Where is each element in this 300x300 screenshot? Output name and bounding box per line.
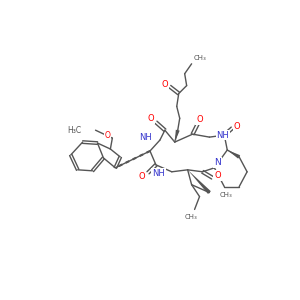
- Text: O: O: [234, 122, 241, 131]
- Text: CH₃: CH₃: [184, 214, 197, 220]
- Text: NH: NH: [216, 130, 229, 140]
- Text: O: O: [148, 114, 154, 123]
- Text: O: O: [139, 172, 146, 181]
- Polygon shape: [188, 170, 211, 194]
- Polygon shape: [175, 130, 180, 142]
- Text: O: O: [214, 171, 221, 180]
- Text: N: N: [214, 158, 221, 167]
- Text: O: O: [104, 130, 110, 140]
- Text: H₃C: H₃C: [68, 126, 82, 135]
- Text: O: O: [196, 115, 203, 124]
- Text: NH: NH: [152, 169, 165, 178]
- Text: CH₃: CH₃: [194, 55, 206, 61]
- Polygon shape: [227, 150, 240, 159]
- Text: CH₃: CH₃: [219, 192, 232, 198]
- Text: O: O: [161, 80, 168, 89]
- Text: NH: NH: [139, 133, 152, 142]
